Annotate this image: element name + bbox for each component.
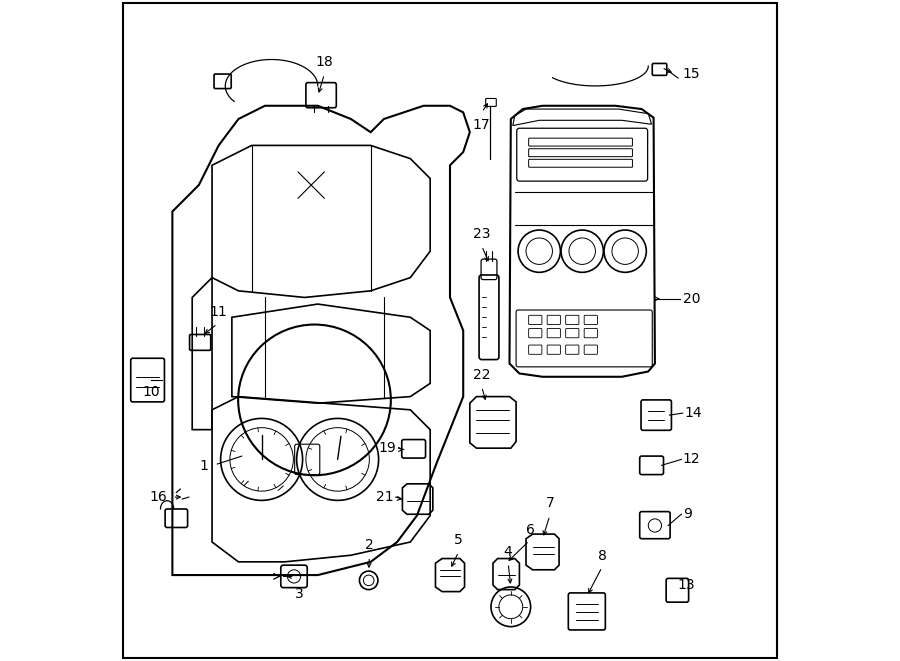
Text: 7: 7	[546, 496, 554, 510]
Text: 20: 20	[683, 292, 700, 306]
Text: 12: 12	[683, 452, 700, 467]
Text: 4: 4	[504, 545, 512, 559]
Text: 2: 2	[365, 538, 374, 552]
Text: 15: 15	[683, 67, 700, 81]
Text: 21: 21	[375, 490, 393, 504]
Text: 18: 18	[316, 56, 333, 69]
Text: 19: 19	[378, 441, 396, 455]
Text: 3: 3	[294, 587, 303, 601]
Text: 1: 1	[200, 459, 209, 473]
Text: 9: 9	[683, 507, 691, 522]
Text: 23: 23	[473, 227, 491, 241]
Text: 22: 22	[473, 368, 491, 382]
Text: 10: 10	[143, 385, 160, 399]
Text: 17: 17	[472, 118, 490, 132]
Text: 8: 8	[598, 549, 607, 563]
Text: 11: 11	[210, 305, 228, 319]
Text: 6: 6	[526, 523, 536, 537]
Text: 16: 16	[149, 490, 167, 504]
Text: 13: 13	[678, 578, 696, 592]
Text: 5: 5	[454, 533, 463, 547]
Text: 14: 14	[684, 406, 702, 420]
